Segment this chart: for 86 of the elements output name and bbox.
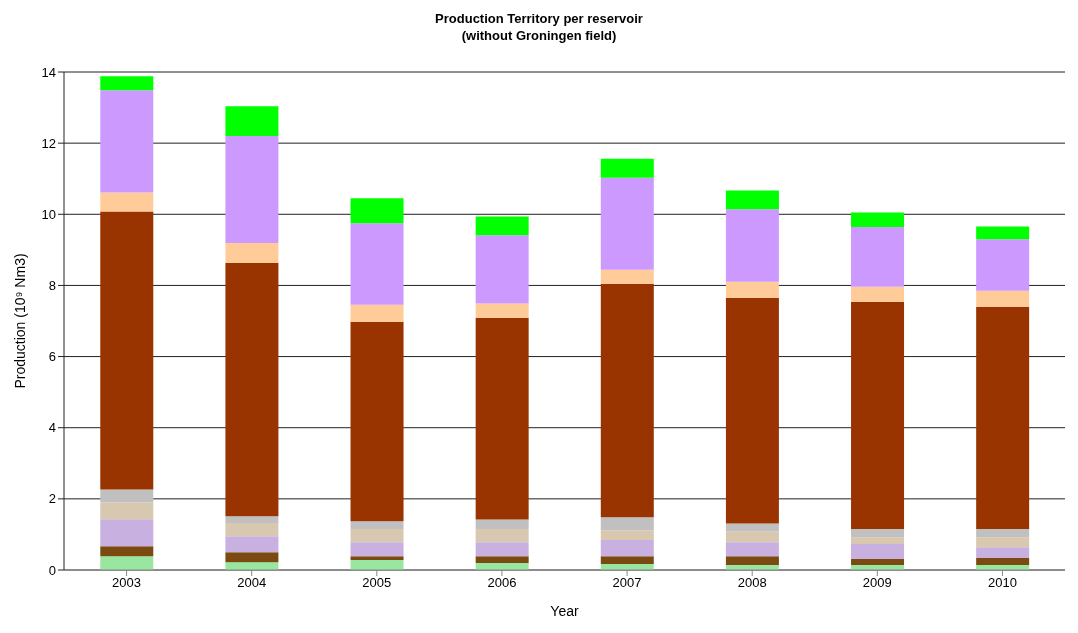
bar bbox=[350, 521, 404, 530]
bar bbox=[475, 235, 529, 304]
bar bbox=[100, 556, 154, 570]
y-tick-label: 12 bbox=[41, 135, 56, 151]
bar bbox=[976, 537, 1030, 548]
x-tick-label: 2007 bbox=[612, 575, 642, 591]
y-tick-label: 4 bbox=[48, 420, 56, 436]
y-tick-label: 8 bbox=[48, 278, 56, 294]
chart-subtitle: (without Groningen field) bbox=[460, 27, 618, 44]
bar bbox=[100, 76, 154, 91]
x-tick-label: 2008 bbox=[737, 575, 767, 591]
bar bbox=[976, 290, 1030, 307]
bar bbox=[350, 542, 404, 557]
bar bbox=[725, 523, 779, 532]
bar bbox=[851, 301, 905, 530]
bar bbox=[350, 556, 404, 561]
bar bbox=[225, 516, 279, 524]
bar bbox=[225, 243, 279, 264]
bar bbox=[851, 544, 905, 559]
bar bbox=[976, 547, 1030, 558]
y-axis-title: Production (10⁹ Nm3) bbox=[11, 253, 28, 389]
bar bbox=[475, 542, 529, 557]
bar bbox=[350, 321, 404, 522]
x-tick-label: 2006 bbox=[487, 575, 517, 591]
bar bbox=[600, 158, 654, 178]
bar bbox=[225, 523, 279, 537]
bar bbox=[725, 190, 779, 210]
x-tick-label: 2004 bbox=[237, 575, 267, 591]
bar bbox=[600, 540, 654, 557]
bar bbox=[600, 517, 654, 531]
chart-title: Production Territory per reservoir bbox=[434, 10, 644, 27]
bar bbox=[100, 90, 154, 193]
bar bbox=[976, 239, 1030, 291]
bar bbox=[851, 558, 905, 566]
bar bbox=[475, 317, 529, 520]
bar bbox=[100, 546, 154, 557]
bar bbox=[350, 560, 404, 570]
bar bbox=[100, 192, 154, 212]
bar bbox=[225, 136, 279, 244]
bar bbox=[976, 529, 1030, 538]
bar bbox=[350, 304, 404, 322]
bar bbox=[976, 226, 1030, 240]
bar bbox=[100, 502, 154, 520]
bar bbox=[725, 556, 779, 566]
bar bbox=[475, 303, 529, 318]
bar bbox=[100, 489, 154, 503]
x-tick-label: 2010 bbox=[987, 575, 1017, 591]
bar bbox=[851, 212, 905, 228]
bar bbox=[475, 529, 529, 543]
bar bbox=[725, 209, 779, 282]
bar bbox=[600, 530, 654, 541]
bar bbox=[851, 227, 905, 287]
bar bbox=[725, 281, 779, 298]
y-tick-label: 2 bbox=[48, 491, 56, 507]
bar bbox=[600, 556, 654, 564]
bar bbox=[725, 542, 779, 557]
bar bbox=[475, 519, 529, 530]
x-tick-label: 2009 bbox=[862, 575, 892, 591]
y-tick-label: 0 bbox=[48, 562, 56, 578]
bar bbox=[225, 552, 279, 563]
bar bbox=[851, 286, 905, 302]
bar bbox=[976, 557, 1030, 566]
y-tick-label: 14 bbox=[41, 64, 56, 80]
bar bbox=[350, 198, 404, 224]
bar bbox=[475, 216, 529, 236]
bar bbox=[976, 306, 1030, 530]
bar bbox=[600, 177, 654, 270]
x-axis-title: Year bbox=[550, 603, 579, 619]
bar bbox=[225, 263, 279, 517]
bar bbox=[225, 536, 279, 553]
bar bbox=[100, 519, 154, 547]
y-tick-label: 10 bbox=[41, 206, 56, 222]
bar bbox=[725, 297, 779, 524]
x-tick-label: 2003 bbox=[112, 575, 142, 591]
bar bbox=[225, 106, 279, 137]
bar bbox=[100, 211, 154, 490]
x-tick-label: 2005 bbox=[362, 575, 392, 591]
bar bbox=[475, 556, 529, 563]
bar bbox=[600, 283, 654, 518]
y-tick-label: 6 bbox=[48, 349, 56, 365]
bar bbox=[600, 269, 654, 284]
bar bbox=[725, 531, 779, 543]
bar bbox=[350, 529, 404, 543]
bar bbox=[851, 537, 905, 545]
bar bbox=[350, 223, 404, 305]
bar bbox=[851, 529, 905, 538]
